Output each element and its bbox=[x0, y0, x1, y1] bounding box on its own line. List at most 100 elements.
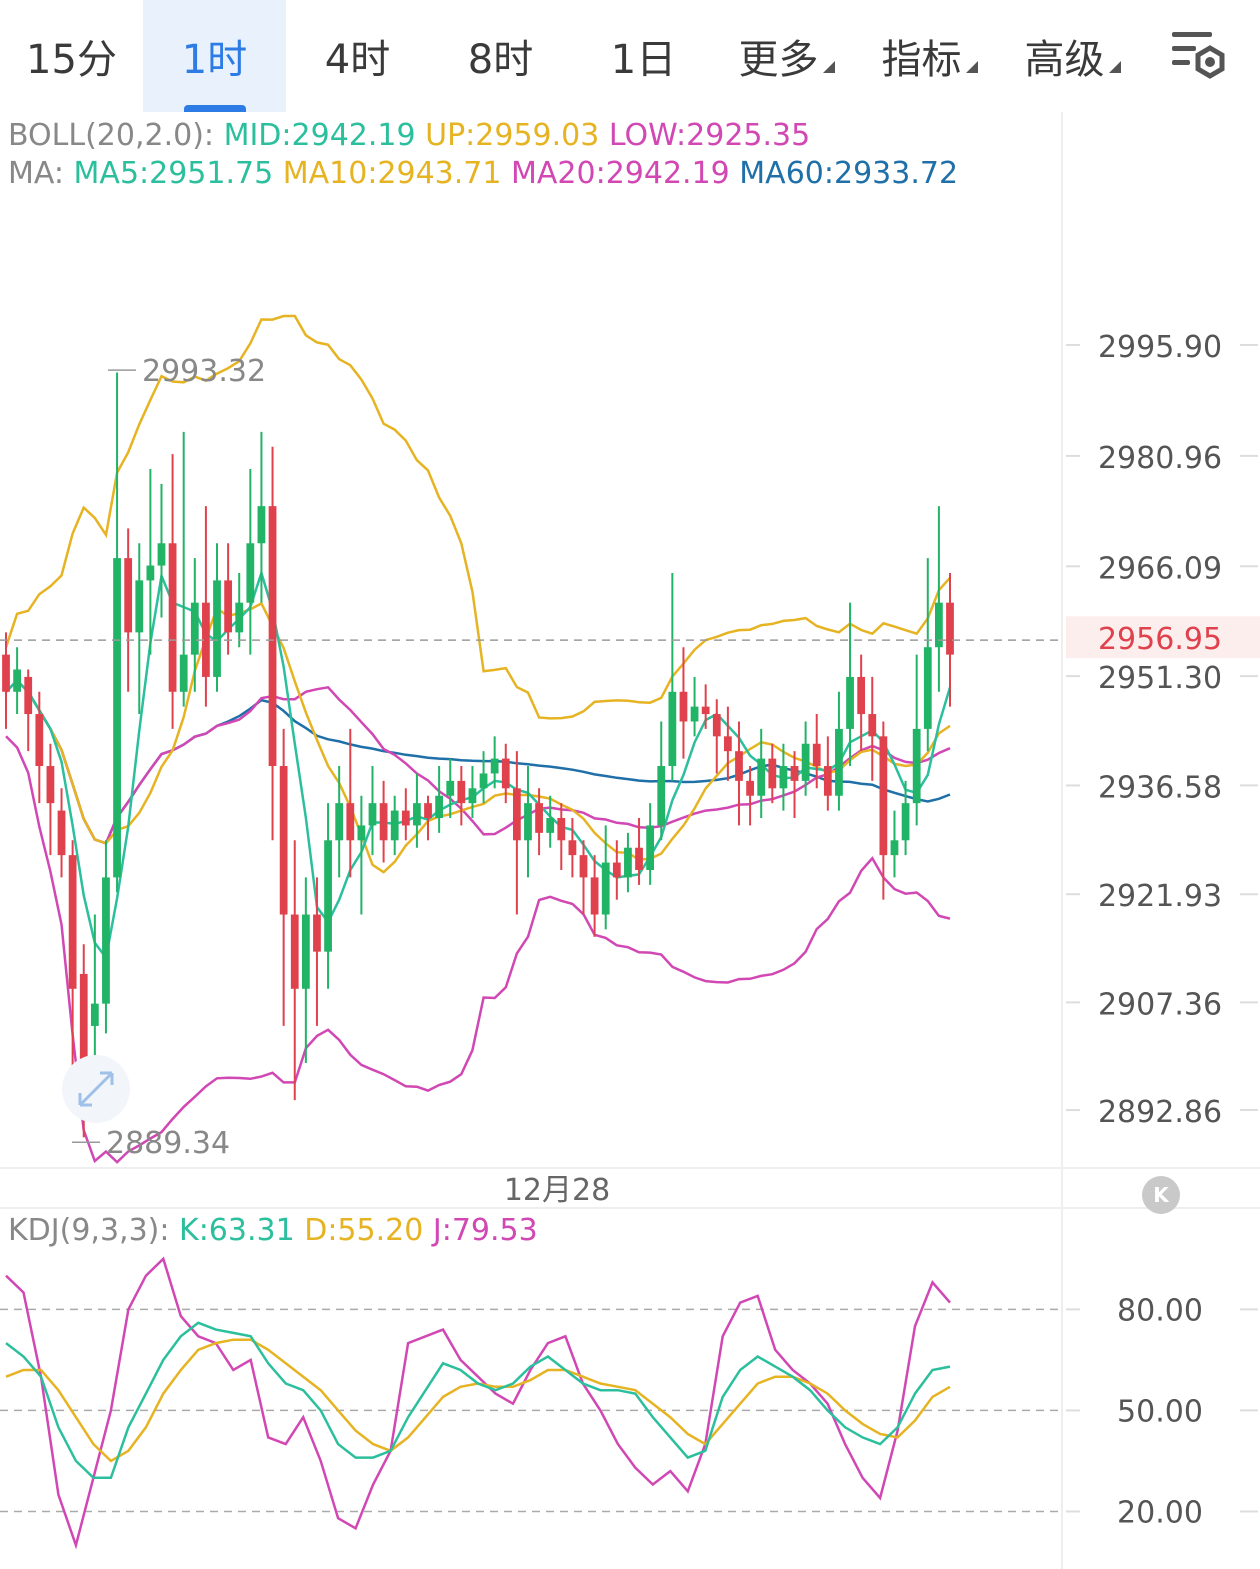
candle-body bbox=[846, 676, 854, 729]
candle-body bbox=[690, 706, 699, 722]
candle-body bbox=[390, 810, 399, 841]
candle-body bbox=[357, 825, 366, 841]
tab-0[interactable]: 15分 bbox=[0, 0, 143, 112]
candle-body bbox=[90, 1003, 99, 1026]
legend-item: MID:2942.19 bbox=[224, 118, 426, 153]
legend-item: MA60:2933.72 bbox=[739, 156, 958, 191]
candle-body bbox=[801, 743, 810, 781]
candle-body bbox=[535, 803, 543, 833]
candle-body bbox=[735, 751, 743, 781]
candle-body bbox=[590, 877, 599, 915]
legend-item: D:55.20 bbox=[304, 1213, 433, 1248]
y-axis-label: 2995.90 bbox=[1098, 330, 1222, 365]
legend-item: KDJ(9,3,3): bbox=[8, 1213, 179, 1248]
tab-label: 4时 bbox=[324, 37, 391, 83]
ma-legend: MA: MA5:2951.75 MA10:2943.71 MA20:2942.1… bbox=[8, 156, 958, 191]
candle-body bbox=[124, 558, 133, 633]
candle-body bbox=[579, 855, 588, 878]
tab-label: 1时 bbox=[181, 37, 248, 83]
current-price-label: 2956.95 bbox=[1098, 622, 1222, 657]
dropdown-triangle-icon bbox=[965, 61, 978, 73]
tab-4[interactable]: 1日 bbox=[572, 0, 715, 112]
candle-body bbox=[335, 803, 344, 841]
candle-body bbox=[246, 543, 255, 603]
candle-body bbox=[723, 736, 732, 752]
candle-body bbox=[35, 714, 44, 767]
candle-body bbox=[823, 766, 832, 796]
boll-legend: BOLL(20,2.0): MID:2942.19 UP:2959.03 LOW… bbox=[8, 118, 810, 153]
y-axis-label: 2907.36 bbox=[1098, 987, 1222, 1022]
chart-settings-icon[interactable] bbox=[1168, 26, 1232, 86]
candle-body bbox=[635, 847, 643, 870]
tab-2[interactable]: 4时 bbox=[286, 0, 429, 112]
y-axis-label: 2951.30 bbox=[1098, 661, 1222, 696]
tab-6[interactable]: 指标 bbox=[858, 0, 1001, 112]
candle-body bbox=[13, 669, 21, 692]
kdj-j-line bbox=[5, 1256, 951, 1550]
kdj-legend: KDJ(9,3,3): K:63.31 D:55.20 J:79.53 bbox=[8, 1213, 538, 1248]
tab-label: 指标 bbox=[881, 37, 962, 83]
candle-body bbox=[679, 691, 688, 722]
candle-body bbox=[157, 543, 166, 566]
low-marker-label: 2889.34 bbox=[106, 1126, 230, 1161]
tab-3[interactable]: 8时 bbox=[429, 0, 572, 112]
legend-item: BOLL(20,2.0): bbox=[8, 118, 224, 153]
candle-body bbox=[213, 580, 221, 677]
tab-1[interactable]: 1时 bbox=[143, 0, 286, 112]
candle-body bbox=[568, 840, 577, 856]
candle-body bbox=[313, 914, 321, 952]
candle-body bbox=[612, 862, 621, 878]
candle-body bbox=[779, 766, 788, 789]
candle-body bbox=[746, 780, 754, 796]
legend-item: J:79.53 bbox=[431, 1213, 538, 1248]
candle-body bbox=[768, 758, 777, 789]
candle-body bbox=[46, 766, 55, 804]
kdj-y-axis-label: 20.00 bbox=[1117, 1495, 1203, 1530]
y-axis-label: 2980.96 bbox=[1098, 441, 1222, 476]
candle-body bbox=[668, 691, 677, 767]
kdj-d-line bbox=[5, 1338, 951, 1463]
candle-body bbox=[346, 803, 355, 841]
tab-7[interactable]: 高级 bbox=[1001, 0, 1144, 112]
kdj-k-line bbox=[5, 1321, 951, 1480]
candle-body bbox=[923, 647, 932, 729]
candle-body bbox=[712, 714, 721, 737]
candle-body bbox=[835, 728, 843, 796]
tab-5[interactable]: 更多 bbox=[715, 0, 858, 112]
candle-body bbox=[890, 840, 899, 856]
candle-body bbox=[479, 773, 488, 789]
legend-item: MA10:2943.71 bbox=[283, 156, 511, 191]
dropdown-triangle-icon bbox=[822, 61, 835, 73]
candle-body bbox=[435, 795, 444, 819]
active-tab-indicator bbox=[183, 105, 246, 112]
candle-body bbox=[646, 825, 655, 870]
candle-body bbox=[457, 780, 466, 804]
legend-item: K:63.31 bbox=[179, 1213, 304, 1248]
boll-lower-line bbox=[5, 735, 951, 1164]
candle-body bbox=[879, 736, 888, 856]
tab-label: 8时 bbox=[467, 37, 534, 83]
candle-body bbox=[102, 877, 110, 1004]
candle-body bbox=[68, 855, 77, 989]
candle-body bbox=[468, 788, 477, 804]
candle-body bbox=[113, 558, 121, 878]
candle-body bbox=[2, 654, 10, 692]
candle-body bbox=[657, 766, 666, 826]
candle-body bbox=[413, 803, 421, 826]
high-marker-label: 2993.32 bbox=[142, 354, 266, 389]
candle-body bbox=[79, 973, 88, 1064]
candle-body bbox=[812, 743, 821, 767]
candle-body bbox=[701, 706, 710, 715]
expand-icon bbox=[78, 1071, 114, 1107]
legend-item: MA5:2951.75 bbox=[74, 156, 283, 191]
chart-area[interactable]: 2995.90 2980.96 2966.09 2951.30 2936.58 2921.… bbox=[0, 112, 1260, 1569]
scroll-to-latest-icon[interactable]: K bbox=[1142, 1176, 1180, 1214]
candle-body bbox=[424, 803, 432, 819]
candle-body bbox=[168, 543, 177, 692]
current-price-bg bbox=[1066, 616, 1260, 659]
kdj-y-axis-label: 80.00 bbox=[1117, 1293, 1203, 1328]
candle-body bbox=[301, 914, 310, 989]
candle-body bbox=[501, 758, 510, 789]
candle-body bbox=[257, 506, 266, 544]
x-axis-label: 12月28 bbox=[504, 1173, 610, 1208]
